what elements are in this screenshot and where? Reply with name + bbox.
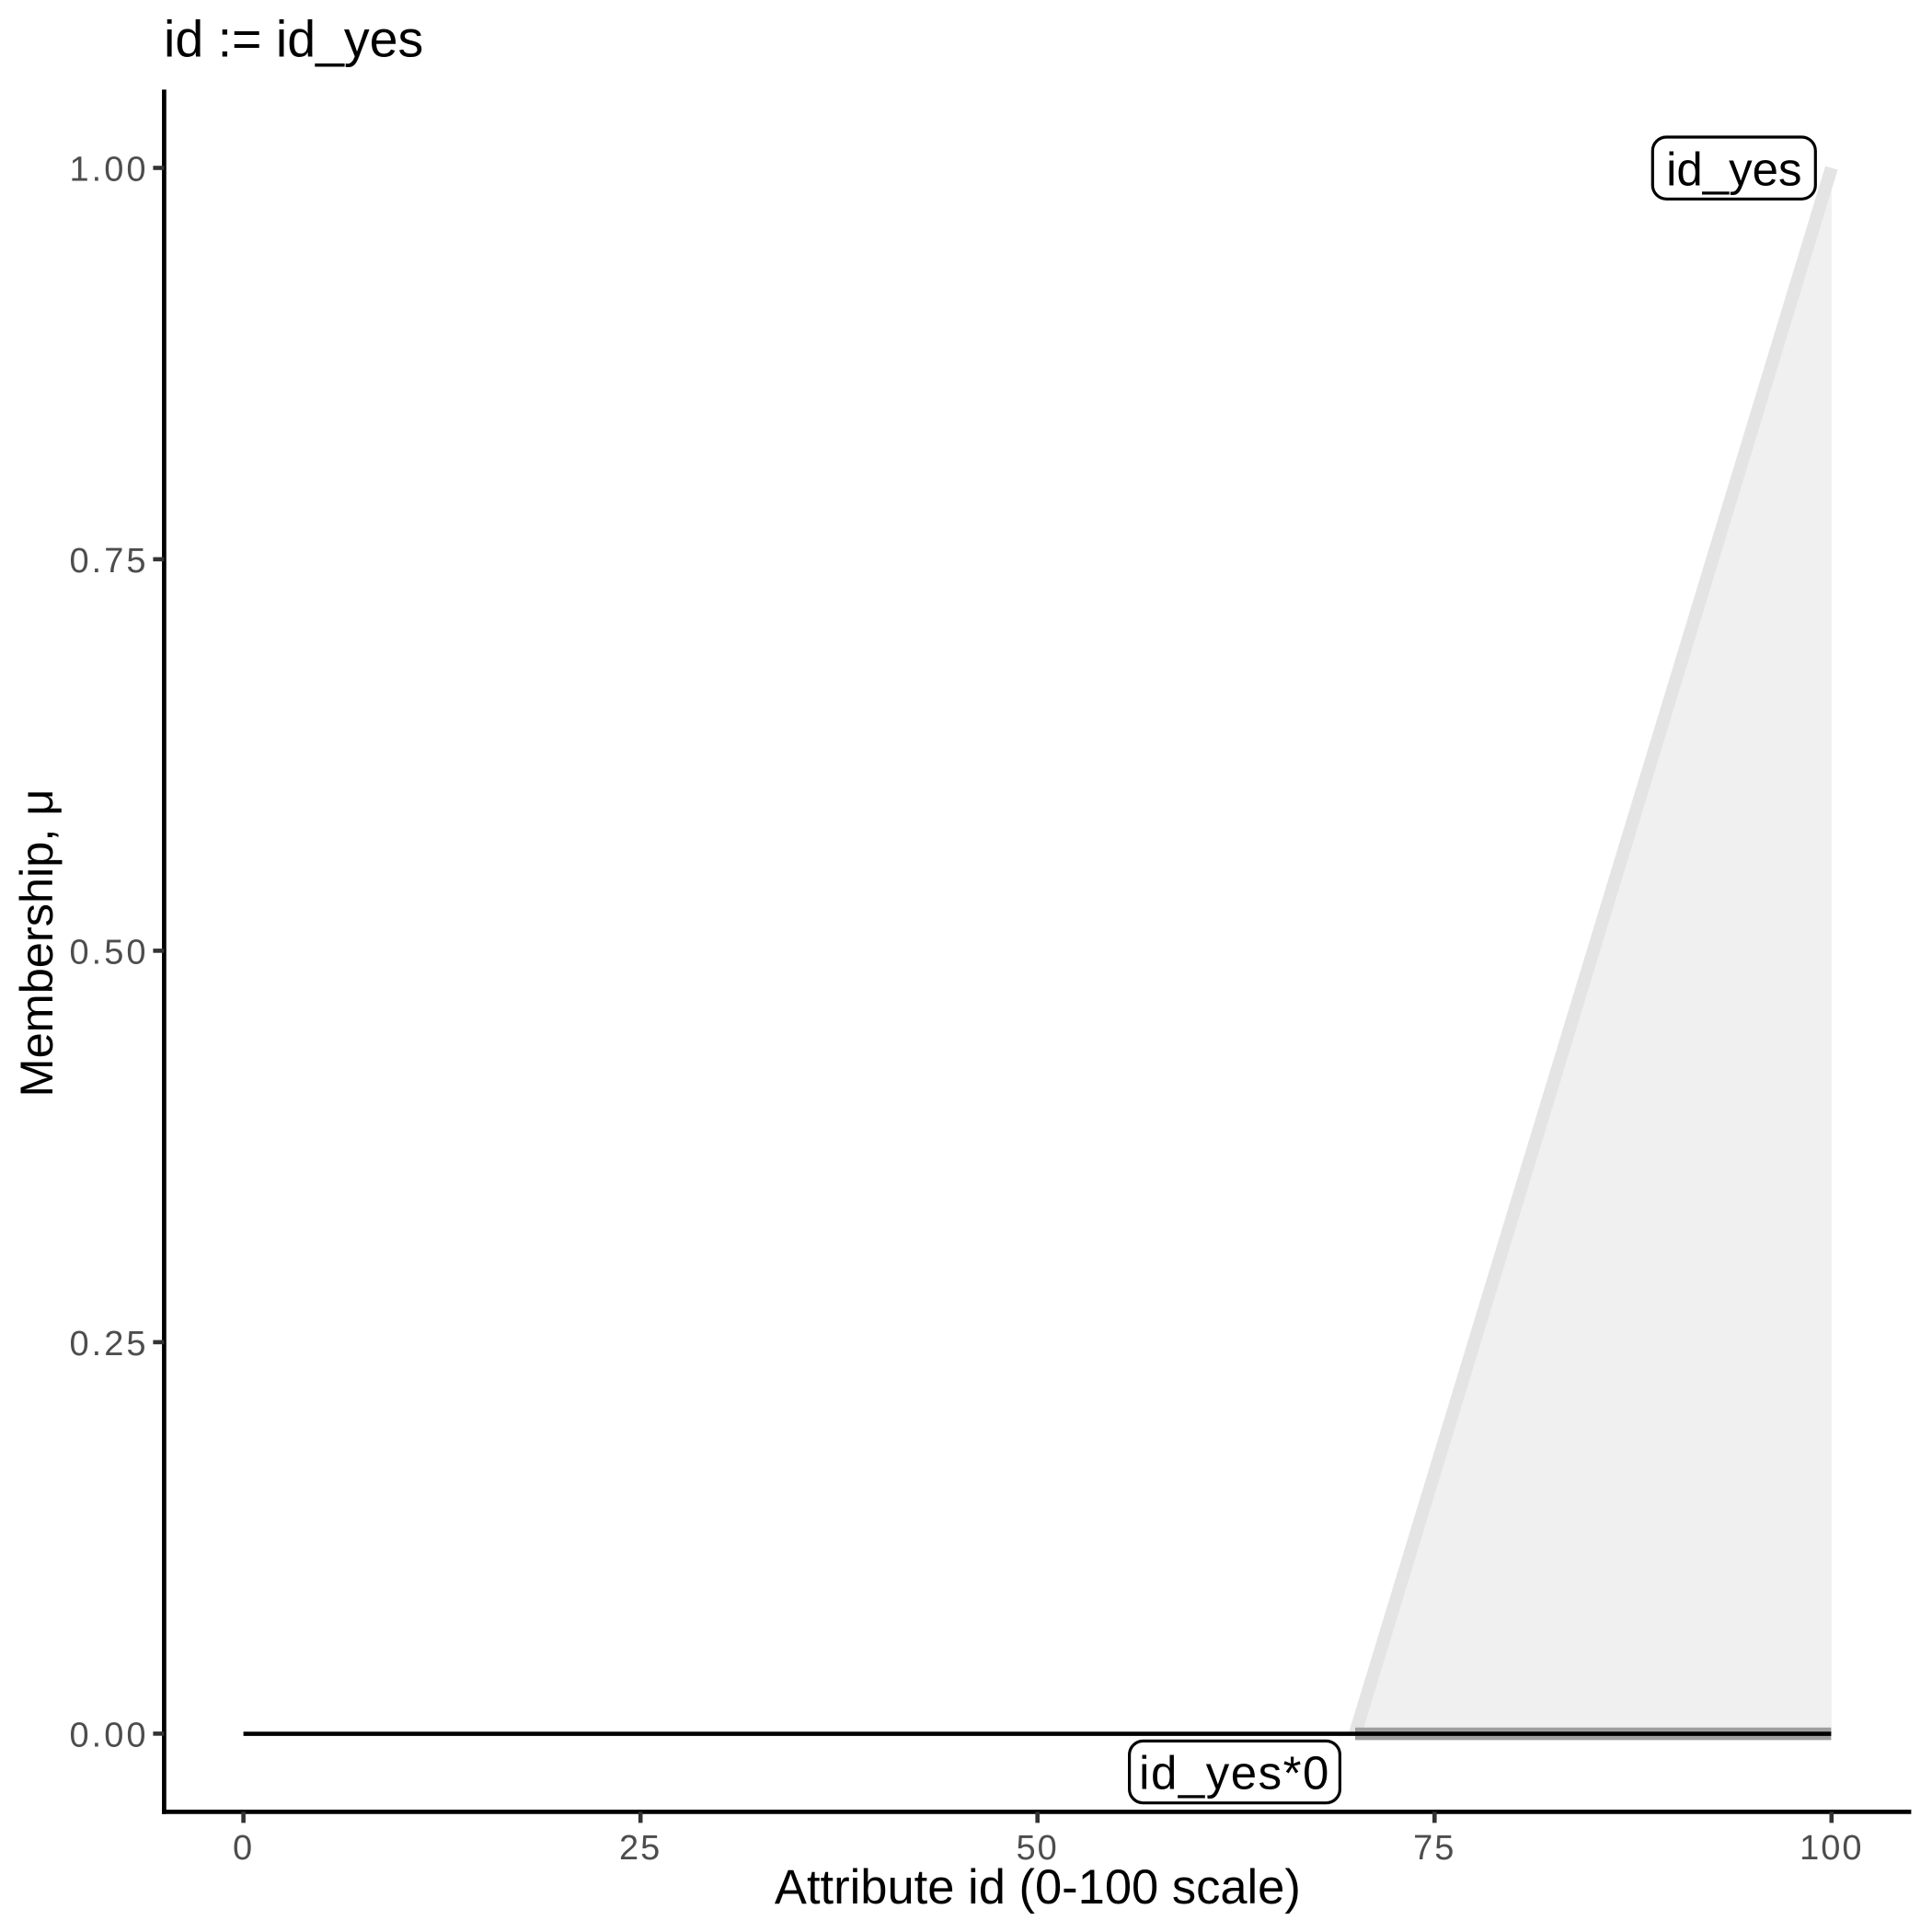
svg-text:50: 50 bbox=[1017, 1829, 1059, 1868]
svg-text:0.25: 0.25 bbox=[70, 1325, 149, 1363]
svg-text:0.00: 0.00 bbox=[70, 1716, 149, 1754]
svg-text:1.00: 1.00 bbox=[70, 150, 149, 189]
svg-text:id_yes: id_yes bbox=[1666, 144, 1801, 196]
svg-text:Membership, μ: Membership, μ bbox=[10, 788, 63, 1097]
svg-text:25: 25 bbox=[619, 1829, 661, 1868]
svg-text:id := id_yes: id := id_yes bbox=[164, 11, 423, 68]
svg-text:0.75: 0.75 bbox=[70, 542, 149, 581]
svg-text:0.50: 0.50 bbox=[70, 933, 149, 972]
svg-text:id_yes*0: id_yes*0 bbox=[1139, 1747, 1330, 1800]
svg-text:75: 75 bbox=[1413, 1829, 1455, 1868]
svg-text:Attribute id (0-100 scale): Attribute id (0-100 scale) bbox=[775, 1860, 1301, 1915]
svg-text:100: 100 bbox=[1800, 1829, 1863, 1868]
svg-text:0: 0 bbox=[233, 1829, 254, 1868]
